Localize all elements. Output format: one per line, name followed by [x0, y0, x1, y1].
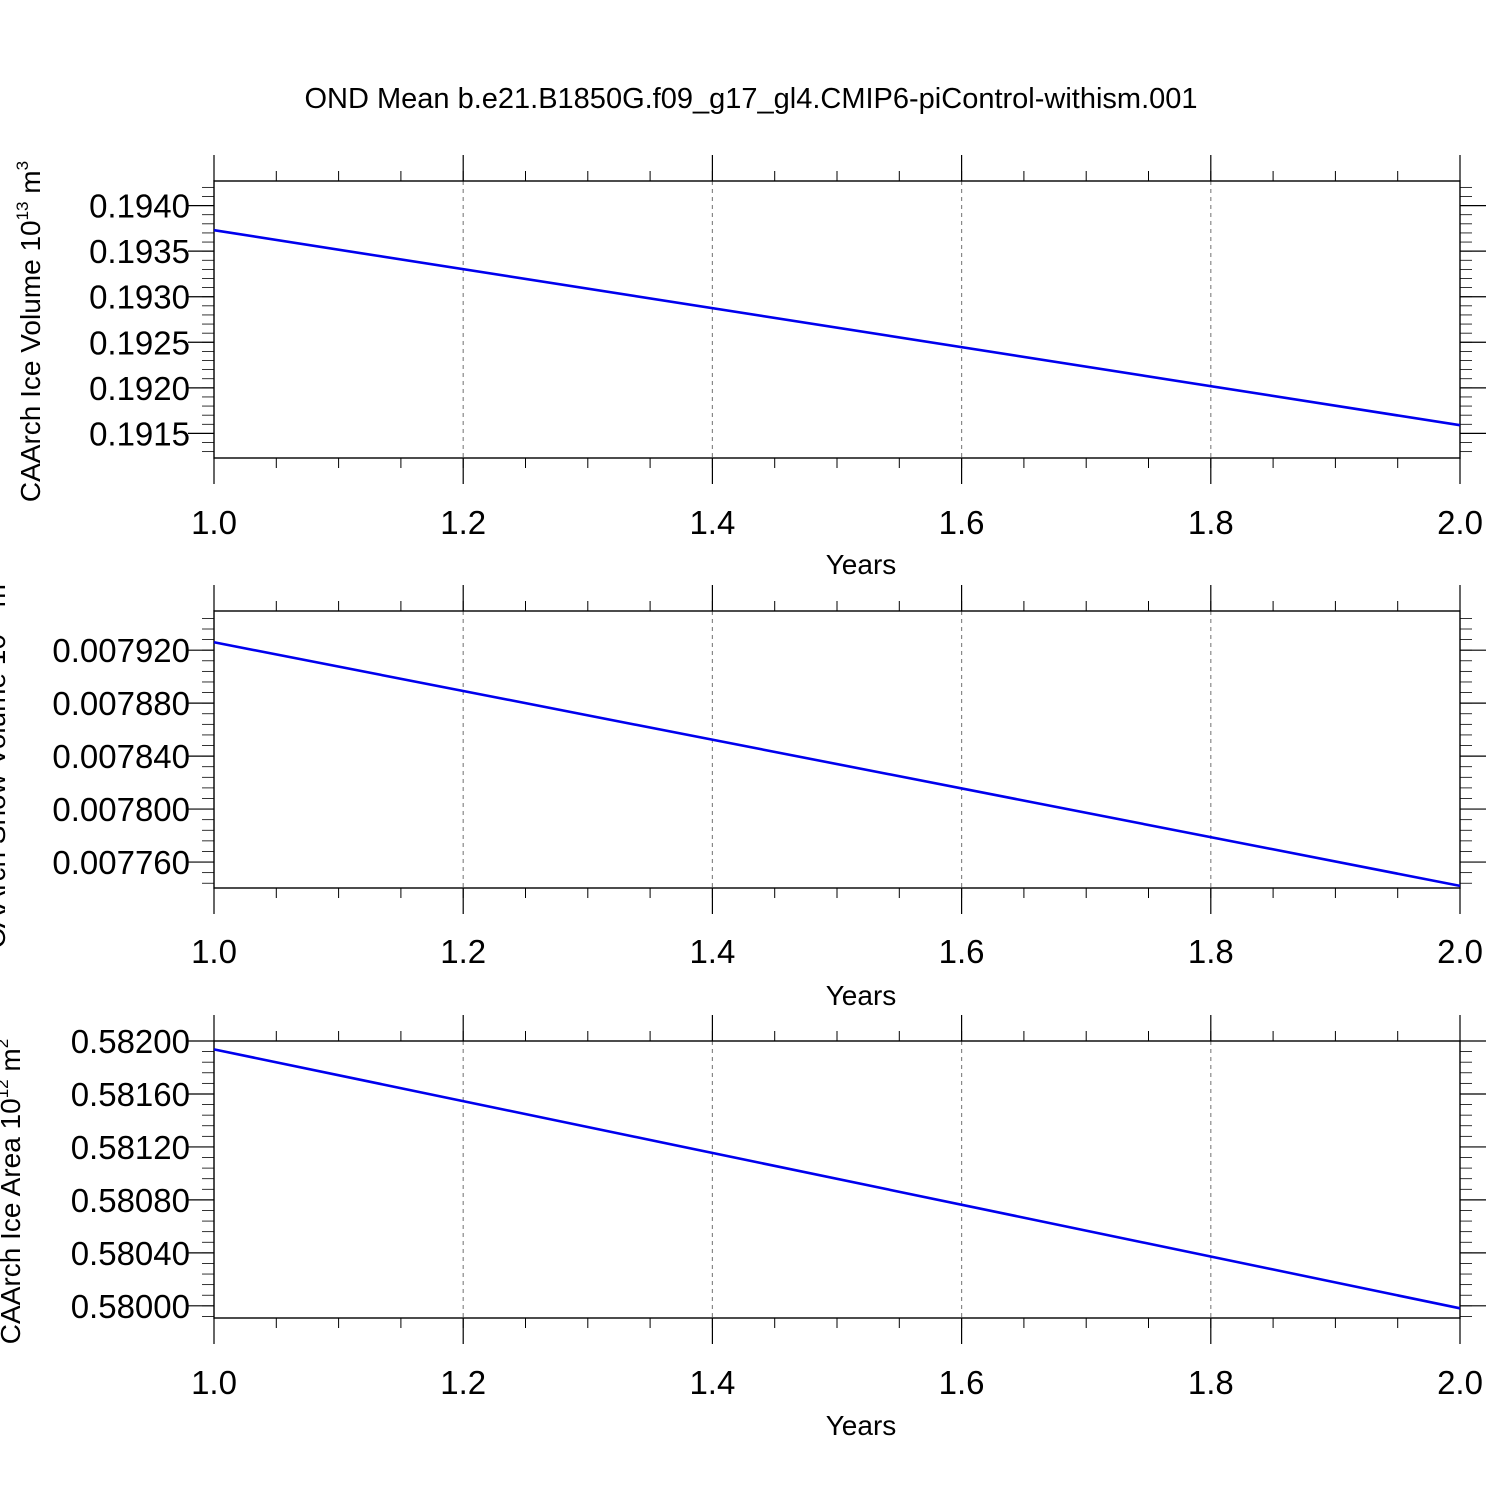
panel-snow-volume: 1.0 1.2 1.4 1.6 1.8 2.0 0.007760 0.007800 0.0078…: [0, 575, 1486, 1011]
x-tick-label: 1.8: [1188, 504, 1234, 541]
x-tick-label: 2.0: [1437, 1364, 1483, 1401]
y-tick-label: 0.007800: [52, 791, 190, 828]
y-tick-label: 0.1940: [89, 188, 190, 225]
y-tick-label: 0.1915: [89, 415, 190, 452]
y-tick-label: 0.58040: [71, 1235, 190, 1272]
y-axis-label-superscript: 13: [13, 201, 32, 220]
y-tick-label: 0.1930: [89, 279, 190, 316]
y-axis-label-part: CAArch Ice Volume 10: [15, 220, 46, 502]
series-line: [213, 1048, 1461, 1310]
x-tick-label: 1.4: [689, 1364, 735, 1401]
plot-frame: [213, 1040, 1461, 1319]
y-tick-label: 0.58120: [71, 1129, 190, 1166]
y-axis-label: CAArch Ice Volume 1013 m3: [13, 161, 46, 502]
y-axis-label-part: m: [0, 1048, 26, 1079]
y-axis-label-part: m: [15, 170, 46, 201]
x-tick-label: 1.2: [440, 504, 486, 541]
y-tick-label: 0.007760: [52, 844, 190, 881]
y-tick-label: 0.58000: [71, 1288, 190, 1325]
panel-ice-volume: 1.0 1.2 1.4 1.6 1.8 2.0 0.1915 0.1920 0.1925 0.19…: [13, 155, 1486, 580]
x-axis-label: Years: [826, 549, 897, 580]
y-axis-label-superscript: 2: [0, 1039, 12, 1048]
y-tick-label: 0.58200: [71, 1023, 190, 1060]
x-tick-label: 1.8: [1188, 933, 1234, 970]
y-axis-label-part: CAArch Ice Area 10: [0, 1098, 26, 1344]
x-tick-label: 2.0: [1437, 504, 1483, 541]
y-axis-label-part: m: [0, 584, 11, 615]
x-tick-label: 1.2: [440, 933, 486, 970]
y-tick-label: 0.007920: [52, 632, 190, 669]
series-line: [213, 228, 1461, 427]
plot-frame: [213, 610, 1461, 889]
y-tick-label: 0.1935: [89, 233, 190, 270]
figure-title: OND Mean b.e21.B1850G.f09_g17_gl4.CMIP6-…: [304, 83, 1197, 115]
x-tick-label: 2.0: [1437, 933, 1483, 970]
x-axis-label: Years: [826, 1410, 897, 1441]
plot-frame: [213, 180, 1461, 459]
y-axis-label-superscript: 12: [0, 1079, 12, 1098]
y-tick-label: 0.007880: [52, 685, 190, 722]
series-line: [213, 640, 1461, 888]
y-tick-label: 0.58160: [71, 1076, 190, 1113]
x-tick-label: 1.8: [1188, 1364, 1234, 1401]
x-tick-label: 1.4: [689, 933, 735, 970]
y-tick-label: 0.1925: [89, 324, 190, 361]
x-tick-label: 1.0: [191, 504, 237, 541]
y-tick-label: 0.007840: [52, 738, 190, 775]
y-tick-label: 0.58080: [71, 1182, 190, 1219]
y-axis-label-part: CAArch Snow Volume 10: [0, 634, 11, 948]
x-tick-label: 1.6: [939, 1364, 985, 1401]
x-tick-label: 1.4: [689, 504, 735, 541]
x-tick-label: 1.6: [939, 504, 985, 541]
x-tick-label: 1.0: [191, 933, 237, 970]
x-tick-label: 1.2: [440, 1364, 486, 1401]
y-axis-label: CAArch Snow Volume 1013 m3: [0, 575, 11, 949]
y-tick-label: 0.1920: [89, 370, 190, 407]
y-axis-label: CAArch Ice Area 1012 m2: [0, 1039, 26, 1344]
panel-ice-area: 1.0 1.2 1.4 1.6 1.8 2.0 0.58000 0.58040 0.58080 0…: [0, 1015, 1486, 1441]
y-axis-label-superscript: 3: [13, 161, 32, 170]
x-tick-label: 1.6: [939, 933, 985, 970]
x-tick-label: 1.0: [191, 1364, 237, 1401]
x-axis-label: Years: [826, 980, 897, 1011]
